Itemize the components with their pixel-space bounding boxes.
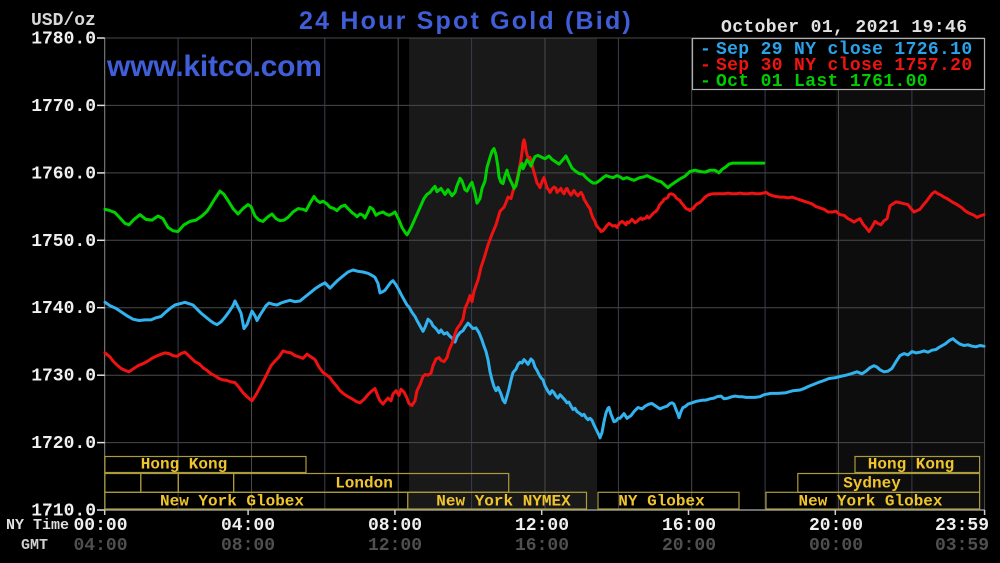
svg-text:12:00: 12:00 — [368, 536, 422, 556]
svg-text:Oct 01 Last 1761.00: Oct 01 Last 1761.00 — [716, 72, 928, 92]
svg-text:NY Time: NY Time — [6, 517, 69, 534]
svg-text:-: - — [700, 56, 711, 76]
svg-text:New York Globex: New York Globex — [160, 493, 304, 511]
svg-text:1730.0: 1730.0 — [31, 367, 96, 387]
svg-text:16:00: 16:00 — [662, 516, 716, 536]
svg-text:16:00: 16:00 — [515, 536, 569, 556]
svg-text:24 Hour Spot Gold (Bid): 24 Hour Spot Gold (Bid) — [299, 7, 633, 35]
svg-text:03:59: 03:59 — [935, 536, 989, 556]
svg-text:GMT: GMT — [21, 537, 48, 554]
svg-text:00:00: 00:00 — [73, 516, 127, 536]
svg-text:-: - — [700, 40, 711, 60]
svg-text:20:00: 20:00 — [662, 536, 716, 556]
svg-text:1770.0: 1770.0 — [31, 97, 96, 117]
svg-text:1760.0: 1760.0 — [31, 164, 96, 184]
svg-text:-: - — [700, 72, 711, 92]
svg-text:00:00: 00:00 — [809, 536, 863, 556]
svg-text:Sydney: Sydney — [843, 475, 901, 493]
svg-text:New York Globex: New York Globex — [798, 493, 942, 511]
svg-text:USD/oz: USD/oz — [31, 11, 96, 31]
svg-text:Sep 30 NY close 1757.20: Sep 30 NY close 1757.20 — [716, 56, 973, 76]
svg-text:Sep 29 NY close 1726.10: Sep 29 NY close 1726.10 — [716, 40, 973, 60]
svg-text:Hong Kong: Hong Kong — [868, 456, 954, 474]
svg-text:23:59: 23:59 — [935, 516, 989, 536]
svg-text:1780.0: 1780.0 — [31, 30, 96, 50]
svg-text:1710.0: 1710.0 — [31, 502, 96, 522]
svg-text:1740.0: 1740.0 — [31, 299, 96, 319]
svg-text:12:00: 12:00 — [515, 516, 569, 536]
svg-text:04:00: 04:00 — [73, 536, 127, 556]
svg-text:04:00: 04:00 — [221, 516, 275, 536]
svg-text:08:00: 08:00 — [221, 536, 275, 556]
svg-text:NY Globex: NY Globex — [618, 493, 705, 511]
svg-text:20:00: 20:00 — [809, 516, 863, 536]
svg-text:1750.0: 1750.0 — [31, 232, 96, 252]
svg-text:08:00: 08:00 — [368, 516, 422, 536]
svg-text:www.kitco.com: www.kitco.com — [106, 50, 322, 83]
svg-text:October 01, 2021 19:46: October 01, 2021 19:46 — [721, 18, 967, 38]
svg-text:London: London — [335, 475, 393, 493]
svg-text:1720.0: 1720.0 — [31, 434, 96, 454]
svg-text:Hong Kong: Hong Kong — [141, 456, 227, 474]
svg-text:New York NYMEX: New York NYMEX — [436, 493, 571, 511]
